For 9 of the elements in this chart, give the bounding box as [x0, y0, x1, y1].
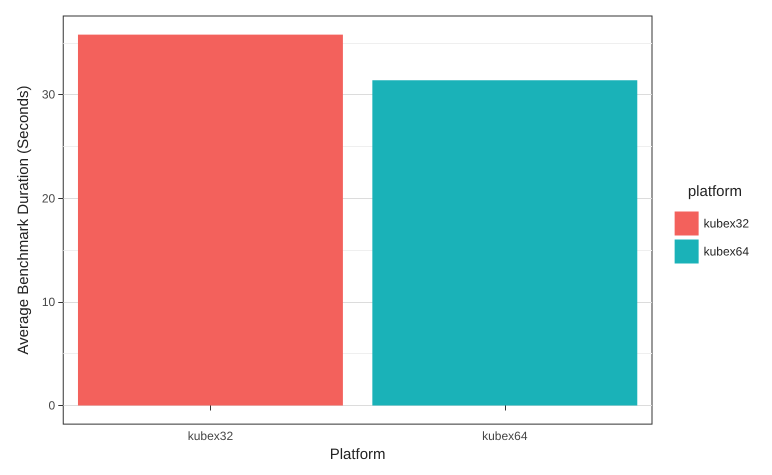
y-tick-label: 20: [42, 191, 56, 206]
legend-title: platform: [688, 183, 742, 200]
y-axis-title: Average Benchmark Duration (Seconds): [15, 86, 32, 355]
legend-label: kubex64: [704, 244, 750, 258]
y-tick-label: 0: [48, 398, 56, 412]
y-tick-label: 10: [42, 294, 56, 309]
legend-label: kubex32: [704, 216, 750, 230]
x-axis-title: Platform: [330, 446, 386, 463]
y-tick-label: 30: [42, 88, 56, 102]
